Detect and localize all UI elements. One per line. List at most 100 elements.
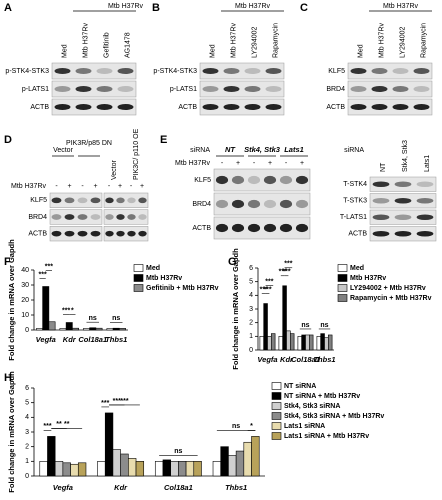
- group-header: Mtb H37Rv: [108, 3, 144, 10]
- legend-swatch: [337, 294, 348, 302]
- y-tick-label: 3: [25, 429, 29, 436]
- sirna-label: siRNA: [344, 147, 364, 154]
- blot-band: [295, 175, 309, 185]
- blot-band: [350, 67, 367, 75]
- blot-band: [394, 230, 412, 237]
- group-header: Mtb H37Rv: [383, 3, 419, 10]
- legend-label: NT siRNA: [284, 383, 316, 390]
- significance-label: ***: [284, 261, 292, 268]
- row-label: ACTB: [30, 104, 49, 111]
- bar: [112, 449, 121, 477]
- legend-label: LY294002 + Mtb H37Rv: [350, 285, 426, 292]
- bar: [251, 436, 260, 477]
- blot-band: [394, 197, 412, 204]
- blot-band: [413, 103, 430, 111]
- bar: [178, 461, 187, 477]
- bar: [297, 336, 302, 351]
- blot-strip: [347, 98, 433, 116]
- blot-band: [416, 230, 434, 237]
- bar: [112, 327, 120, 331]
- panel-letter: G: [228, 256, 237, 268]
- bar: [170, 461, 179, 477]
- row-label: T-STK4: [343, 181, 367, 188]
- legend-label: Rapamycin + Mtb H37Rv: [350, 295, 432, 302]
- blot-band: [75, 103, 92, 111]
- blot-band: [231, 199, 245, 209]
- sign: +: [118, 183, 122, 190]
- blot-band: [138, 197, 147, 204]
- blot-strip: [49, 192, 103, 208]
- blot-band: [279, 175, 293, 185]
- sign: -: [81, 183, 84, 190]
- blot-band: [371, 67, 388, 75]
- bar: [97, 461, 106, 477]
- blot-band: [413, 85, 430, 93]
- blot-strip: [103, 192, 149, 208]
- bar: [59, 328, 67, 331]
- bar: [220, 446, 229, 477]
- blot-band: [372, 197, 390, 204]
- bar: [39, 461, 48, 477]
- bar: [72, 327, 79, 331]
- blot-band: [96, 85, 113, 93]
- sign: +: [140, 183, 144, 190]
- blot-band: [295, 199, 309, 209]
- x-tick-label: Vegfa: [257, 355, 277, 364]
- row-label: ACTB: [348, 231, 367, 238]
- blot-band: [51, 230, 62, 237]
- significance-label: ***: [43, 423, 51, 430]
- row-label: ACTB: [178, 104, 197, 111]
- blot-band: [116, 197, 125, 204]
- blot-band: [117, 67, 134, 75]
- row-label: p-LATS1: [170, 86, 197, 93]
- group-label: NT: [225, 145, 236, 154]
- blot-band: [51, 197, 62, 204]
- lane-label: Mtb H37Rv: [230, 22, 237, 58]
- bar: [193, 461, 202, 477]
- significance-label: **: [56, 421, 62, 428]
- bar: [104, 412, 114, 477]
- y-tick-label: 6: [249, 265, 253, 272]
- lane-label: Mtb H37Rv: [82, 22, 89, 58]
- lane-label: Gefitinib: [103, 32, 110, 58]
- blot-strip: [103, 226, 149, 242]
- lane-label: PIK3C/ p110 OE: [133, 128, 140, 180]
- treatment-label: Mtb H37Rv: [175, 160, 211, 167]
- bar: [270, 333, 276, 351]
- blot-band: [117, 85, 134, 93]
- blot-band: [350, 85, 367, 93]
- blot-band: [371, 103, 388, 111]
- blot-strip: [347, 62, 433, 80]
- bar: [212, 461, 222, 477]
- blot-band: [265, 85, 282, 93]
- lane-label: Lats1: [424, 155, 431, 172]
- row-label: KLF5: [194, 177, 211, 184]
- significance-label: ***: [101, 400, 109, 407]
- legend-label: Stk4, Stk3 siRNA: [284, 403, 340, 410]
- blot-band: [231, 223, 245, 233]
- blot-band: [202, 103, 219, 111]
- blot-strip: [199, 80, 285, 98]
- blot-band: [372, 214, 390, 221]
- blot-band: [295, 223, 309, 233]
- significance-label: ns: [301, 322, 309, 329]
- y-tick-label: 30: [21, 282, 29, 289]
- sirna-label: siRNA: [190, 147, 210, 154]
- blot-band: [263, 199, 277, 209]
- blot-band: [247, 199, 261, 209]
- blot-band: [127, 197, 136, 204]
- blot-strip: [51, 62, 137, 80]
- blot-band: [413, 67, 430, 75]
- blot-band: [392, 67, 409, 75]
- group-label: PIK3R/p85 DN: [66, 140, 112, 147]
- panel-letter: D: [4, 134, 12, 146]
- blot-band: [244, 103, 261, 111]
- blot-strip: [213, 192, 311, 216]
- bar: [324, 337, 329, 351]
- row-label: p-STK4-STK3: [153, 68, 197, 75]
- significance-label: ns: [320, 322, 328, 329]
- bar: [185, 461, 195, 477]
- blot-band: [350, 103, 367, 111]
- blot-band: [64, 197, 75, 204]
- significance-label: ***: [279, 269, 287, 276]
